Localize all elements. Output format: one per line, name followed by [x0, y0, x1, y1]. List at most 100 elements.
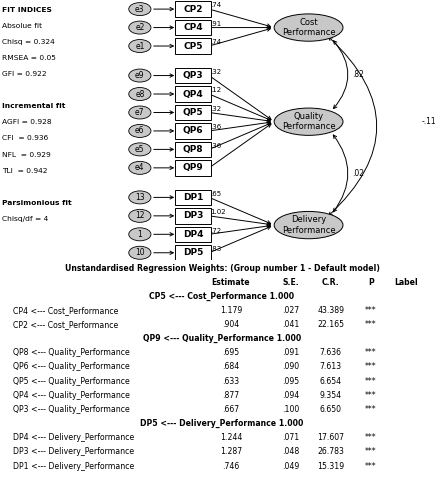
Text: DP5 <--- Delivery_Performance 1.000: DP5 <--- Delivery_Performance 1.000: [140, 419, 304, 428]
Text: .094: .094: [282, 391, 299, 400]
FancyBboxPatch shape: [175, 142, 211, 157]
Text: e6: e6: [135, 126, 145, 136]
Text: e7: e7: [135, 108, 145, 117]
Text: 1.287: 1.287: [220, 448, 242, 456]
Text: 1.179: 1.179: [220, 306, 242, 315]
Text: QP3 <--- Quality_Performance: QP3 <--- Quality_Performance: [13, 405, 130, 414]
Text: ***: ***: [365, 462, 377, 470]
Text: e4: e4: [135, 164, 145, 172]
Text: P: P: [368, 278, 373, 287]
Text: 1.244: 1.244: [220, 434, 242, 442]
Circle shape: [129, 124, 151, 138]
Circle shape: [129, 106, 151, 119]
Text: CP5 <--- Cost_Performance 1.000: CP5 <--- Cost_Performance 1.000: [150, 292, 294, 301]
Ellipse shape: [274, 108, 343, 136]
Text: 6.654: 6.654: [320, 376, 342, 386]
Text: 6.650: 6.650: [320, 405, 342, 414]
Text: QP4 <--- Quality_Performance: QP4 <--- Quality_Performance: [13, 391, 130, 400]
Text: -.11: -.11: [421, 116, 436, 126]
Text: .746: .746: [222, 462, 239, 470]
Text: .32: .32: [210, 69, 222, 75]
Text: e5: e5: [135, 145, 145, 154]
Text: .633: .633: [222, 376, 239, 386]
Circle shape: [129, 88, 151, 101]
Text: .041: .041: [282, 320, 300, 329]
Circle shape: [129, 21, 151, 34]
Text: e2: e2: [135, 23, 145, 32]
Text: .695: .695: [222, 348, 239, 358]
Text: .100: .100: [282, 405, 299, 414]
Text: ***: ***: [365, 348, 377, 358]
Text: ***: ***: [365, 376, 377, 386]
FancyBboxPatch shape: [175, 2, 211, 17]
FancyBboxPatch shape: [175, 226, 211, 242]
Text: 1.02: 1.02: [210, 209, 226, 215]
Text: Estimate: Estimate: [212, 278, 250, 287]
Text: .095: .095: [282, 376, 299, 386]
Text: .667: .667: [222, 405, 239, 414]
Text: CP2 <--- Cost_Performance: CP2 <--- Cost_Performance: [13, 320, 119, 329]
Text: .82: .82: [352, 70, 364, 79]
Text: DP4 <--- Delivery_Performance: DP4 <--- Delivery_Performance: [13, 434, 135, 442]
Text: CP2: CP2: [183, 4, 203, 14]
Text: 7.636: 7.636: [320, 348, 342, 358]
Text: QP5 <--- Quality_Performance: QP5 <--- Quality_Performance: [13, 376, 130, 386]
Text: e9: e9: [135, 71, 145, 80]
Text: DP1 <--- Delivery_Performance: DP1 <--- Delivery_Performance: [13, 462, 135, 470]
Text: DP3: DP3: [183, 212, 203, 220]
Text: .877: .877: [222, 391, 239, 400]
Text: Parsimonious fit: Parsimonious fit: [2, 200, 72, 206]
Text: CP4: CP4: [183, 23, 203, 32]
Text: .090: .090: [282, 362, 299, 372]
Text: Absolue fit: Absolue fit: [2, 22, 42, 28]
Text: .027: .027: [282, 306, 299, 315]
Text: .91: .91: [210, 21, 222, 27]
FancyBboxPatch shape: [175, 86, 211, 102]
Text: ***: ***: [365, 320, 377, 329]
Text: 22.165: 22.165: [317, 320, 344, 329]
Text: .74: .74: [210, 39, 222, 45]
Text: .091: .091: [282, 348, 299, 358]
Ellipse shape: [274, 212, 343, 238]
Circle shape: [129, 210, 151, 222]
Text: ***: ***: [365, 391, 377, 400]
Text: S.E.: S.E.: [282, 278, 299, 287]
Circle shape: [129, 40, 151, 52]
FancyBboxPatch shape: [175, 160, 211, 176]
Text: .65: .65: [210, 190, 222, 196]
Text: CFI  = 0.936: CFI = 0.936: [2, 136, 48, 141]
Text: DP5: DP5: [183, 248, 203, 258]
Text: e8: e8: [135, 90, 145, 98]
Circle shape: [129, 191, 151, 204]
Text: TLI  = 0.942: TLI = 0.942: [2, 168, 48, 173]
Circle shape: [129, 69, 151, 82]
Text: QP9 <--- Quality_Performance 1.000: QP9 <--- Quality_Performance 1.000: [143, 334, 301, 344]
Text: GFI = 0.922: GFI = 0.922: [2, 71, 47, 77]
Text: .36: .36: [210, 142, 222, 148]
Circle shape: [129, 2, 151, 16]
Text: NFL  = 0.929: NFL = 0.929: [2, 152, 51, 158]
Text: Incremental fit: Incremental fit: [2, 103, 66, 109]
Text: 9.354: 9.354: [320, 391, 342, 400]
FancyBboxPatch shape: [175, 123, 211, 138]
Text: Delivery
Performance: Delivery Performance: [282, 216, 335, 235]
Text: ***: ***: [365, 306, 377, 315]
Text: Unstandardised Regression Weights: (Group number 1 - Default model): Unstandardised Regression Weights: (Grou…: [64, 264, 380, 272]
Text: 13: 13: [135, 193, 145, 202]
Text: Chisq/df = 4: Chisq/df = 4: [2, 216, 48, 222]
Text: QP8: QP8: [183, 145, 203, 154]
Text: e1: e1: [135, 42, 145, 50]
Text: .049: .049: [282, 462, 299, 470]
Text: AGFI = 0.928: AGFI = 0.928: [2, 120, 52, 126]
Text: DP3 <--- Delivery_Performance: DP3 <--- Delivery_Performance: [13, 448, 135, 456]
Text: CP5: CP5: [183, 42, 203, 50]
Text: QP6 <--- Quality_Performance: QP6 <--- Quality_Performance: [13, 362, 130, 372]
Text: .071: .071: [282, 434, 299, 442]
FancyBboxPatch shape: [175, 104, 211, 120]
FancyBboxPatch shape: [175, 245, 211, 260]
Circle shape: [129, 246, 151, 260]
Text: QP9: QP9: [183, 164, 203, 172]
Text: Label: Label: [394, 278, 418, 287]
Text: ***: ***: [365, 405, 377, 414]
Text: .12: .12: [210, 87, 222, 93]
